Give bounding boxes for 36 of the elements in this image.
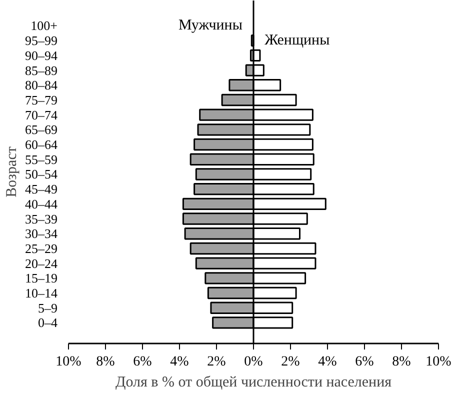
y-tick-label: 0–4: [38, 315, 58, 330]
x-tick-label: 10%: [426, 354, 452, 370]
y-tick-label: 95–99: [25, 33, 58, 48]
y-tick-label: 100+: [30, 18, 58, 34]
y-tick-label: 30–34: [25, 226, 58, 242]
y-tick-label: 40–44: [25, 196, 58, 212]
y-tick-label: 45–49: [25, 182, 58, 197]
y-tick-label: 70–74: [25, 107, 58, 122]
x-tick-label: 6%: [133, 354, 152, 370]
y-tick-label: 5–9: [38, 300, 58, 316]
series-label: Мужчины: [178, 18, 242, 34]
y-tick-label: 90–94: [25, 48, 58, 63]
x-tick-label: 4%: [318, 354, 338, 370]
y-tick-label: 15–19: [25, 270, 58, 286]
x-tick-label: 2%: [281, 354, 300, 370]
x-tick-label: 0%: [244, 354, 264, 370]
y-tick-label: 20–24: [25, 256, 58, 271]
y-axis-title: Возраст: [4, 146, 20, 198]
y-tick-label: 85–89: [25, 62, 58, 78]
y-tick-label: 80–84: [25, 78, 58, 93]
x-tick-label: 8%: [96, 354, 116, 370]
y-tick-label: 50–54: [25, 166, 58, 182]
y-tick-label: 35–39: [25, 211, 58, 226]
y-tick-label: 25–29: [25, 240, 58, 256]
y-tick-label: 55–59: [25, 152, 58, 167]
x-axis-title: Доля в % от общей численности населения: [115, 374, 392, 390]
series-label: Женщины: [264, 32, 330, 49]
y-tick-label: 75–79: [25, 92, 58, 108]
y-tick-label: 60–64: [25, 137, 58, 152]
y-tick-label: 65–69: [25, 122, 58, 138]
x-tick-label: 10%: [56, 354, 82, 370]
x-tick-label: 8%: [392, 354, 412, 370]
y-tick-label: 10–14: [25, 286, 58, 301]
x-tick-label: 4%: [170, 354, 190, 370]
x-tick-label: 2%: [207, 354, 226, 370]
x-tick-label: 6%: [355, 354, 374, 370]
